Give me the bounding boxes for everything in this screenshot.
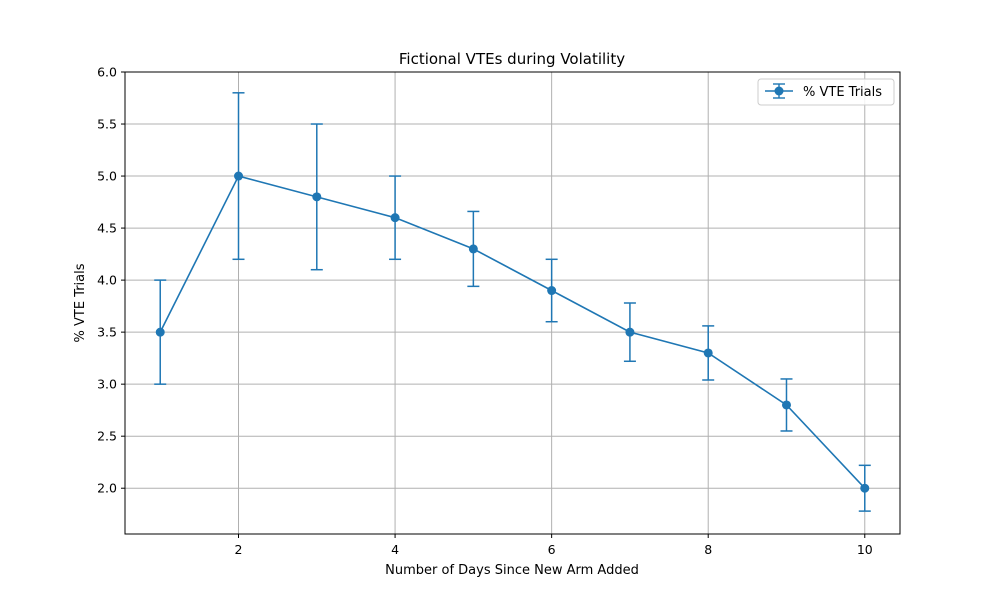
x-tick-label: 6 bbox=[548, 542, 556, 557]
x-tick-label: 2 bbox=[235, 542, 243, 557]
y-tick-label: 3.5 bbox=[97, 325, 117, 340]
data-point bbox=[547, 286, 557, 296]
y-tick-label: 4.5 bbox=[97, 221, 117, 236]
x-tick-label: 10 bbox=[857, 542, 873, 557]
y-tick-label: 2.5 bbox=[97, 429, 117, 444]
data-point bbox=[625, 327, 635, 337]
data-point bbox=[781, 400, 791, 410]
legend: % VTE Trials bbox=[757, 78, 895, 106]
y-tick-label: 5.0 bbox=[97, 169, 117, 184]
axes-frame bbox=[124, 71, 901, 535]
axis-ticks: 2 4 6 8 10 2.0 2.5 3.0 3.5 4.0 4.5 5.0 5.5 6.0 bbox=[97, 65, 873, 558]
data-point bbox=[155, 327, 165, 337]
chart-title: Fictional VTEs during Volatility bbox=[399, 50, 625, 68]
y-tick-label: 6.0 bbox=[97, 65, 117, 80]
data-point bbox=[703, 348, 713, 358]
series-line bbox=[159, 175, 866, 489]
legend-point-marker bbox=[774, 86, 784, 96]
data-point bbox=[312, 192, 322, 202]
data-point bbox=[234, 171, 244, 181]
x-axis-title: Number of Days Since New Arm Added bbox=[385, 563, 639, 578]
series-layer bbox=[154, 92, 871, 512]
data-point bbox=[468, 244, 478, 254]
y-tick-label: 5.5 bbox=[97, 117, 117, 132]
y-tick-label: 4.0 bbox=[97, 273, 117, 288]
y-axis-title: % VTE Trials bbox=[73, 263, 88, 342]
x-tick-label: 4 bbox=[391, 542, 399, 557]
x-tick-label: 8 bbox=[704, 542, 712, 557]
legend-label: % VTE Trials bbox=[803, 85, 882, 100]
y-tick-label: 2.0 bbox=[97, 481, 117, 496]
data-point bbox=[390, 213, 400, 223]
y-tick-label: 3.0 bbox=[97, 377, 117, 392]
legend-box bbox=[757, 78, 895, 106]
data-point bbox=[860, 483, 870, 493]
